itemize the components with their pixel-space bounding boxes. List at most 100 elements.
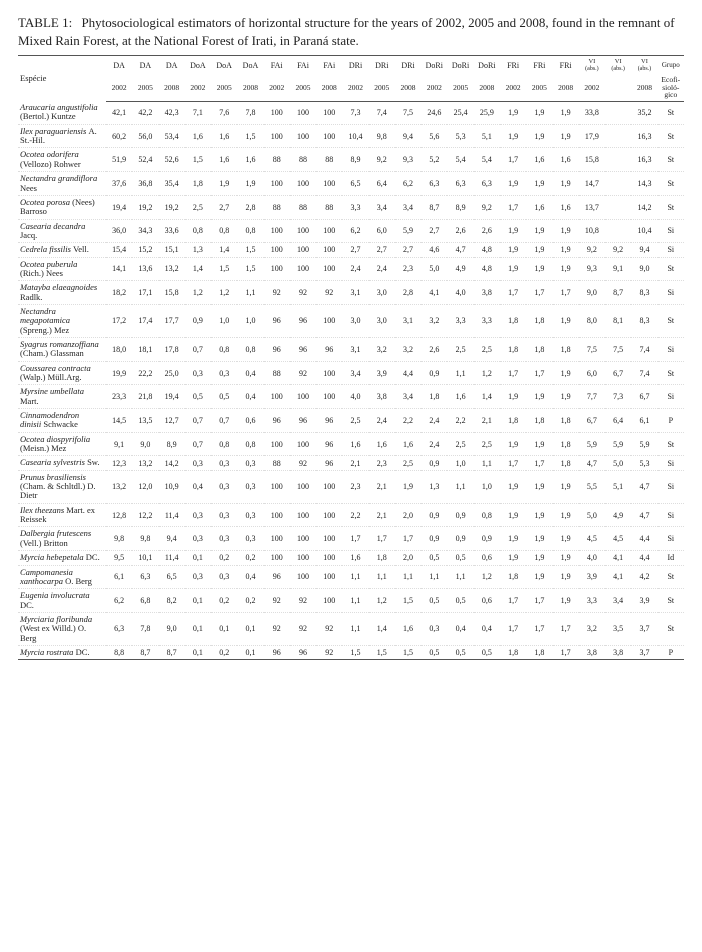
cell-value: 0,8 — [237, 432, 263, 456]
cell-value: 0,5 — [421, 645, 447, 659]
cell-value: 1,8 — [500, 645, 526, 659]
cell-value: 6,5 — [159, 565, 185, 589]
cell-value: 3,4 — [369, 195, 395, 219]
cell-value: 88 — [264, 456, 290, 470]
cell-value: 1,7 — [500, 148, 526, 172]
cell-value: 0,2 — [211, 551, 237, 565]
cell-value: 6,7 — [579, 409, 605, 433]
cell-value: 1,5 — [237, 243, 263, 257]
col-year: 2008 — [316, 74, 342, 101]
species-name: Ocotea odorifera (Vellozo) Rohwer — [18, 148, 106, 172]
table-row: Nectandra grandiflora Nees37,636,835,41,… — [18, 172, 684, 196]
cell-value: 4,4 — [631, 551, 657, 565]
phytosociological-table: EspécieDADADADoADoADoAFAiFAiFAiDRiDRiDRi… — [18, 55, 684, 660]
cell-value: 1,9 — [553, 124, 579, 148]
cell-value: 14,1 — [106, 257, 132, 281]
cell-value: 100 — [316, 361, 342, 385]
cell-value: 6,2 — [395, 172, 421, 196]
cell-value: 1,4 — [211, 243, 237, 257]
cell-value: St — [658, 612, 684, 645]
cell-value: 3,9 — [631, 589, 657, 613]
col-header: DoRi — [421, 56, 447, 75]
cell-value: 9,4 — [395, 124, 421, 148]
col-header-vi: VI(abs.) — [631, 56, 657, 75]
cell-value: 1,7 — [553, 645, 579, 659]
cell-value: 2,5 — [474, 432, 500, 456]
cell-value: 5,6 — [421, 124, 447, 148]
cell-value: 6,3 — [106, 612, 132, 645]
cell-value: 0,4 — [237, 385, 263, 409]
cell-value: 5,3 — [631, 456, 657, 470]
cell-value: 4,0 — [342, 385, 368, 409]
cell-value: 9,8 — [106, 527, 132, 551]
cell-value: 100 — [290, 551, 316, 565]
cell-value: 0,3 — [211, 456, 237, 470]
cell-value: 1,7 — [526, 456, 552, 470]
cell-value: 1,2 — [211, 281, 237, 305]
cell-value: 8,7 — [159, 645, 185, 659]
cell-value: 13,7 — [579, 195, 605, 219]
cell-value: 1,5 — [395, 589, 421, 613]
cell-value — [605, 101, 631, 124]
cell-value: 1,0 — [447, 456, 473, 470]
cell-value: 0,8 — [237, 337, 263, 361]
col-header: FAi — [316, 56, 342, 75]
cell-value: 1,8 — [526, 409, 552, 433]
cell-value: 1,7 — [500, 281, 526, 305]
cell-value: 18,1 — [132, 337, 158, 361]
cell-value: 1,9 — [500, 257, 526, 281]
cell-value: 2,5 — [447, 337, 473, 361]
cell-value: 3,4 — [342, 361, 368, 385]
cell-value: St — [658, 589, 684, 613]
cell-value: 0,3 — [185, 565, 211, 589]
cell-value: 13,5 — [132, 409, 158, 433]
cell-value: 1,7 — [553, 281, 579, 305]
cell-value: 2,3 — [395, 257, 421, 281]
cell-value: 5,2 — [421, 148, 447, 172]
cell-value: 1,7 — [395, 527, 421, 551]
cell-value: 3,4 — [605, 589, 631, 613]
cell-value: 4,6 — [421, 243, 447, 257]
cell-value: 1,9 — [526, 124, 552, 148]
header-species: Espécie — [18, 56, 106, 102]
cell-value: 1,8 — [553, 409, 579, 433]
cell-value: 0,1 — [185, 645, 211, 659]
cell-value: 1,1 — [342, 589, 368, 613]
col-year: 2005 — [526, 74, 552, 101]
cell-value: 0,5 — [447, 551, 473, 565]
cell-value: 10,4 — [342, 124, 368, 148]
cell-value: 1,7 — [500, 456, 526, 470]
cell-value: 1,5 — [185, 148, 211, 172]
cell-value — [605, 148, 631, 172]
cell-value: 1,3 — [185, 243, 211, 257]
cell-value: 100 — [264, 219, 290, 243]
cell-value: 9,5 — [106, 551, 132, 565]
cell-value: 100 — [316, 257, 342, 281]
cell-value: 1,9 — [553, 361, 579, 385]
cell-value: 96 — [316, 409, 342, 433]
cell-value: 100 — [290, 124, 316, 148]
table-row: Cinnamodendron dinisii Schwacke14,513,51… — [18, 409, 684, 433]
table-row: Myrcia hebepetala DC.9,510,111,40,10,20,… — [18, 551, 684, 565]
cell-value: 0,3 — [185, 503, 211, 527]
cell-value: 92 — [290, 589, 316, 613]
cell-value: 0,5 — [185, 385, 211, 409]
cell-value: 1,9 — [553, 172, 579, 196]
cell-value: 1,8 — [500, 565, 526, 589]
cell-value: 100 — [264, 470, 290, 503]
table-caption: TABLE 1: Phytosociological estimators of… — [18, 14, 684, 49]
cell-value: P — [658, 645, 684, 659]
col-header: DA — [159, 56, 185, 75]
cell-value: 6,4 — [605, 409, 631, 433]
cell-value: 100 — [290, 470, 316, 503]
cell-value: 1,8 — [553, 337, 579, 361]
cell-value: Id — [658, 551, 684, 565]
cell-value: 100 — [316, 551, 342, 565]
table-row: Casearia sylvestris Sw.12,313,214,20,30,… — [18, 456, 684, 470]
cell-value: 100 — [290, 432, 316, 456]
col-year: 2008 — [631, 74, 657, 101]
cell-value: 0,8 — [211, 432, 237, 456]
cell-value: 0,4 — [447, 612, 473, 645]
species-name: Coussarea contracta (Walp.) Müll.Arg. — [18, 361, 106, 385]
cell-value: 8,7 — [132, 645, 158, 659]
